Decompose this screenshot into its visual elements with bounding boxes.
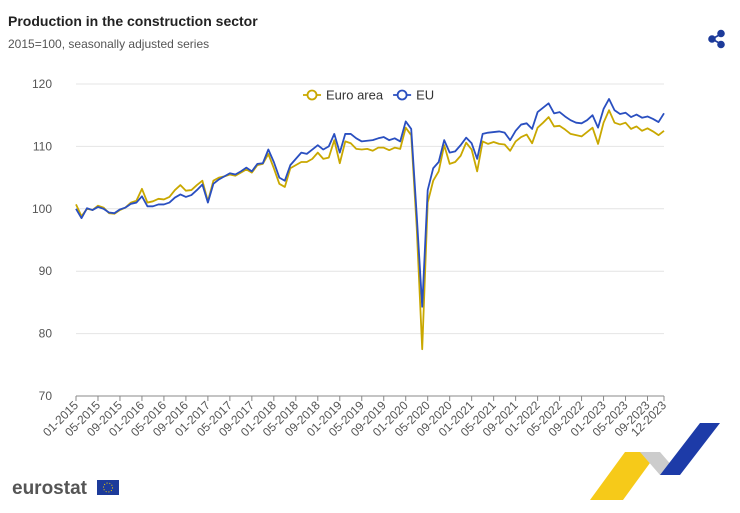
series-line [75, 98, 665, 308]
decoration [590, 423, 720, 500]
y-tick-label: 120 [32, 77, 52, 91]
y-tick-label: 70 [39, 389, 53, 403]
legend-item[interactable]: Euro area [303, 88, 384, 103]
y-tick-label: 110 [33, 139, 52, 153]
chart-title: Production in the construction sector [8, 13, 258, 29]
legend-label: EU [416, 88, 434, 103]
legend-marker [306, 89, 318, 101]
legend-marker [396, 89, 408, 101]
share-icon[interactable] [708, 29, 725, 49]
logo-text: eurostat [12, 478, 88, 499]
legend-item[interactable]: EU [393, 88, 434, 103]
y-tick-label: 90 [39, 264, 53, 278]
eu-flag [97, 480, 119, 495]
series-line [75, 109, 665, 351]
y-tick-label: 80 [39, 327, 53, 341]
legend-label: Euro area [326, 88, 384, 103]
chart-subtitle: 2015=100, seasonally adjusted series [8, 37, 209, 51]
eu-stars [103, 482, 113, 493]
y-tick-label: 100 [32, 202, 52, 216]
